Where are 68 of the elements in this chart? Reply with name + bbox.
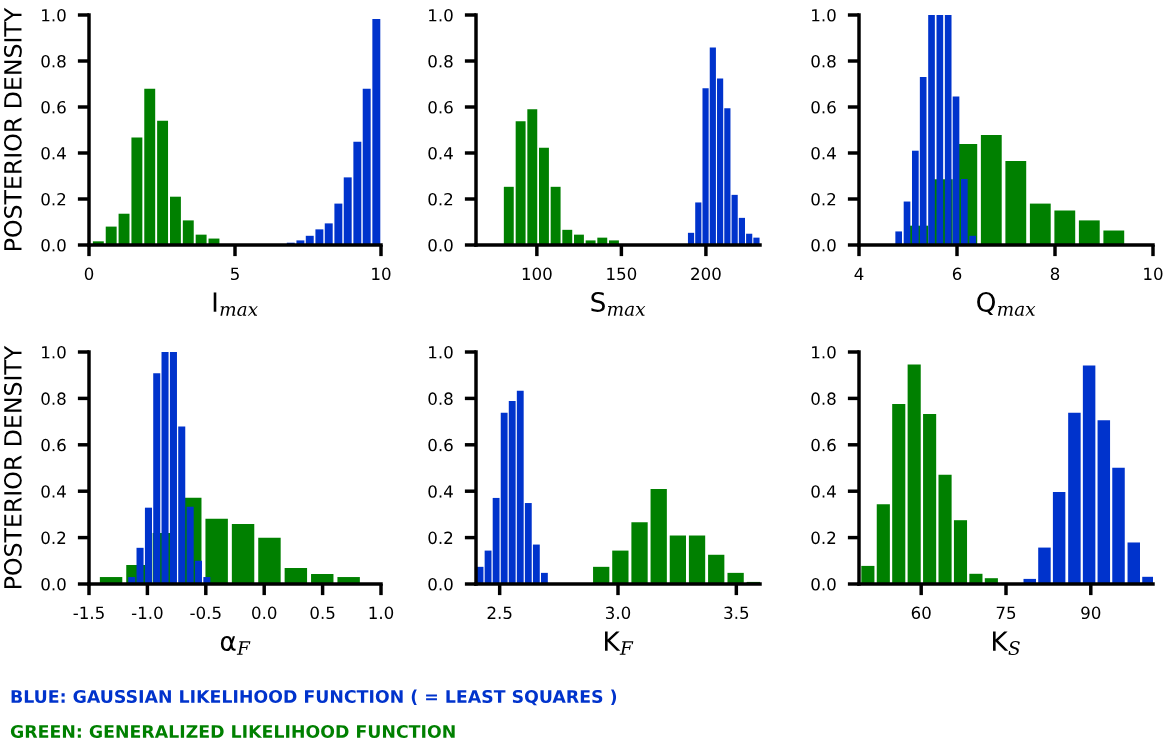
y-tick-label: 0.4: [428, 485, 453, 498]
x-axis-title: K$_{F}$: [605, 631, 634, 655]
y-tick-label: 0.8: [811, 54, 836, 68]
y-tick-label: 0.2: [811, 531, 836, 545]
y-tick-label: 0.2: [428, 192, 453, 206]
x-tick-label: 6: [952, 267, 962, 281]
y-tick-label: 0.6: [41, 438, 66, 452]
x-tick-label: -0.5: [190, 606, 221, 620]
x-tick-label: -1.5: [73, 606, 104, 620]
y-tick-label: 0.4: [428, 146, 453, 160]
y-tick-label: 0.4: [41, 485, 66, 498]
y-tick-label: 0.6: [428, 100, 453, 114]
x-tick-label: 4: [854, 267, 864, 280]
x-tick-label: 0.0: [252, 606, 277, 620]
x-axis-title: I$_{max}$: [213, 292, 258, 317]
x-axis-title: α$_{F}$: [220, 635, 251, 655]
y-tick-label: 0.0: [428, 238, 453, 252]
y-tick-label: 0.0: [811, 577, 836, 591]
x-tick-label: 10: [372, 267, 391, 281]
y-tick-label: 0.2: [41, 531, 66, 545]
x-tick-label: 2.5: [487, 606, 512, 620]
x-tick-label: 0: [84, 267, 94, 281]
y-tick-label: 0.8: [41, 392, 66, 405]
y-tick-label: 1.0: [42, 345, 66, 359]
y-tick-label: 0.8: [811, 392, 836, 405]
x-tick-label: 3.5: [724, 606, 749, 620]
y-tick-label: 0.6: [811, 100, 836, 114]
x-tick-label: 100: [522, 267, 552, 281]
x-tick-label: 5: [230, 267, 239, 281]
y-tick-label: 0.0: [41, 238, 66, 252]
x-tick-label: -1.0: [131, 606, 163, 620]
y-tick-label: 0.0: [811, 238, 836, 252]
y-tick-label: 1.0: [42, 8, 66, 22]
y-tick-label: 0.0: [428, 577, 453, 591]
y-axis-title: POSTERIOR DENSITY: [3, 345, 22, 588]
x-tick-label: 1.0: [369, 606, 394, 620]
x-tick-label: 8: [1050, 267, 1060, 281]
y-tick-label: 0.2: [41, 192, 66, 206]
x-tick-label: 3.0: [606, 606, 631, 620]
y-tick-label: 0.8: [428, 392, 453, 405]
y-tick-label: 0.4: [811, 146, 836, 160]
x-axis-title: Q$_{max}$: [977, 291, 1036, 316]
y-tick-label: 0.4: [811, 485, 836, 498]
y-tick-label: 1.0: [429, 8, 453, 22]
y-tick-label: 0.8: [428, 54, 453, 68]
y-tick-label: 0.2: [428, 531, 453, 545]
text: BLUE: GAUSSIAN LIKELIHOOD FUNCTION ( = LEAST SQUARES ): [11, 689, 617, 706]
y-tick-label: 0.6: [811, 438, 836, 452]
y-tick-label: 1.0: [429, 345, 453, 359]
y-tick-label: 0.6: [428, 438, 453, 452]
x-axis-title: S$_{max}$: [591, 291, 646, 316]
x-tick-label: 200: [691, 267, 721, 281]
x-tick-label: 75: [996, 606, 1016, 620]
x-tick-label: 10: [1144, 267, 1163, 281]
y-tick-label: 0.4: [41, 146, 66, 160]
x-axis-title: K$_{S}$: [993, 631, 1020, 656]
y-tick-label: 0.0: [41, 577, 66, 591]
y-tick-label: 0.8: [41, 54, 66, 68]
x-tick-label: 0.5: [310, 606, 335, 620]
x-tick-label: 90: [1081, 606, 1101, 620]
y-tick-label: 0.2: [811, 192, 836, 206]
y-axis-title: POSTERIOR DENSITY: [3, 7, 22, 250]
text: GREEN: GENERALIZED LIKELIHOOD FUNCTION: [10, 724, 455, 739]
y-tick-label: 1.0: [812, 8, 836, 22]
x-tick-label: 60: [911, 606, 931, 620]
x-tick-label: 150: [607, 267, 637, 281]
y-tick-label: 1.0: [812, 345, 836, 359]
y-tick-label: 0.6: [41, 100, 66, 114]
